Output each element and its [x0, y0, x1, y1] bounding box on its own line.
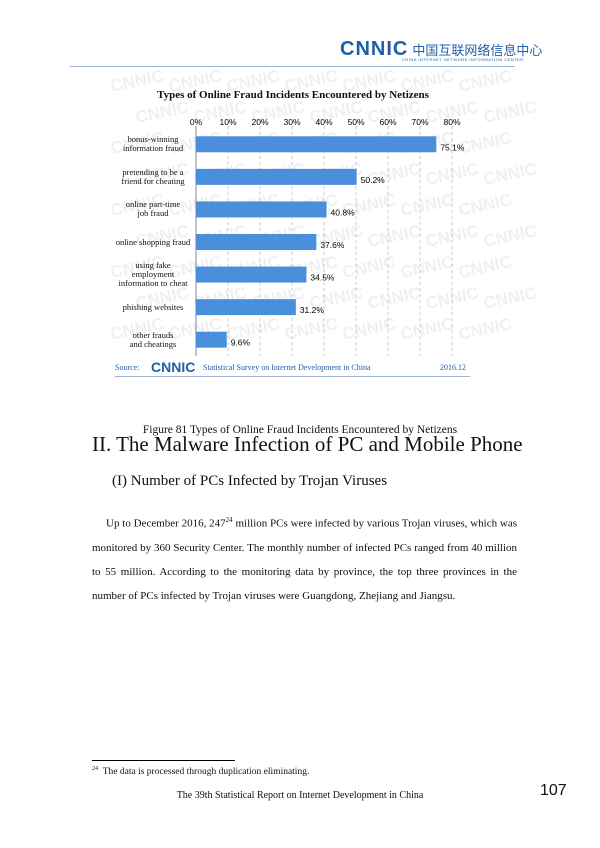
bar-value-label: 50.2% — [361, 175, 386, 185]
x-tick-label: 40% — [315, 117, 332, 127]
category-label: bonus-winning information fraud — [122, 134, 184, 154]
bar — [196, 136, 437, 153]
watermark-text: CNNIC — [366, 221, 423, 251]
chart-bottom-rule — [115, 376, 470, 377]
watermark-text: CNNIC — [457, 314, 514, 344]
category-label: pretending to be a friend for cheating — [121, 166, 185, 186]
cnnic-logo: CNNIC 中国互联网络信息中心 CHINA INTERNET NETWORK … — [340, 38, 590, 64]
chart-bars — [196, 136, 437, 348]
figure-caption: Figure 81 Types of Online Fraud Incident… — [142, 424, 458, 436]
paragraph-part2: million PCs were infected by various Tro… — [92, 517, 518, 602]
watermark-text: CNNIC — [482, 97, 539, 127]
watermark-text: CNNIC — [457, 128, 514, 158]
source-label: Source: — [115, 363, 140, 372]
category-label: phishing websites — [122, 301, 184, 312]
logo-text: CNNIC — [340, 38, 409, 60]
bar — [196, 234, 317, 250]
bar-value-label: 40.8% — [331, 207, 356, 217]
section-heading: II. The Malware Infection of PC and Mobi… — [92, 432, 523, 456]
watermark-text: CNNIC — [482, 221, 539, 251]
watermark-text: CNNIC — [399, 314, 456, 344]
watermark-text: CNNIC — [457, 252, 514, 282]
x-tick-label: 20% — [251, 117, 268, 127]
watermark-text: CNNIC — [399, 252, 456, 282]
chart-x-ticks: 0% 10% 20% 30% 40% 50% 60% 70% 80% — [190, 117, 461, 127]
paragraph-part1: Up to December 2016, 247 — [106, 517, 226, 530]
x-tick-label: 60% — [379, 117, 396, 127]
bar — [196, 299, 296, 316]
logo-chinese-text: 中国互联网络信息中心 — [412, 44, 543, 59]
footnote-mark: 24 — [92, 766, 98, 772]
watermark-text: CNNIC — [341, 252, 398, 282]
category-label: online part-time job fraud — [125, 199, 181, 219]
bar — [196, 266, 307, 283]
bar — [196, 168, 357, 185]
watermark-text: CNNIC — [134, 97, 191, 127]
chart-value-labels: 75.1% 50.2% 40.8% 37.6% 34.5% 31.2% 9.6% — [231, 142, 465, 347]
fraud-bar-chart: CNNIC CNNIC CNNIC CNNIC CNNIC CNNIC CNNICCNNIC… — [109, 66, 539, 356]
bar — [196, 331, 227, 348]
watermark-text: CNNIC — [482, 283, 539, 313]
category-label: online shopping fraud — [115, 236, 191, 247]
logo-subtitle: CHINA INTERNET NETWORK INFORMATION CENTE… — [402, 57, 524, 62]
bar-value-label: 75.1% — [440, 142, 465, 152]
watermark-text: CNNIC — [366, 283, 423, 313]
chart-source-row: Source: CNNIC Statistical Survey on Inte… — [115, 359, 470, 376]
watermark-text: CNNIC — [399, 190, 456, 220]
header-rule — [70, 66, 515, 67]
chart-title: Types of Online Fraud Incidents Encounte… — [157, 89, 429, 101]
source-text: Statistical Survey on Internet Developme… — [203, 363, 371, 372]
footnote-text: The data is processed through duplicatio… — [102, 767, 310, 778]
bar-value-label: 34.5% — [310, 273, 335, 283]
x-tick-label: 50% — [347, 117, 364, 127]
watermark-text: CNNIC — [482, 159, 539, 189]
watermark-text: CNNIC — [341, 314, 398, 344]
source-date: 2016.12 — [440, 363, 466, 372]
bar — [196, 201, 327, 218]
footnote-ref: 24 — [225, 516, 233, 524]
x-tick-label: 0% — [190, 117, 203, 127]
category-label: other frauds and cheatings — [129, 329, 177, 349]
x-tick-label: 30% — [283, 117, 300, 127]
x-tick-label: 10% — [219, 117, 236, 127]
x-tick-label: 70% — [411, 117, 428, 127]
x-tick-label: 80% — [443, 117, 460, 127]
body-paragraph: Up to December 2016, 24724 million PCs w… — [92, 508, 517, 608]
footnote-rule — [92, 760, 235, 761]
bar-value-label: 37.6% — [320, 240, 345, 250]
watermark-text: CNNIC — [457, 190, 514, 220]
subsection-heading: (I) Number of PCs Infected by Trojan Vir… — [112, 473, 388, 489]
page-number: 107 — [540, 782, 567, 799]
bar-value-label: 31.2% — [300, 305, 325, 315]
footnote: 24 The data is processed through duplica… — [92, 766, 309, 777]
footer-text: The 39th Statistical Report on Internet … — [176, 790, 424, 801]
bar-value-label: 9.6% — [231, 338, 251, 348]
category-label: using fake employment information to che… — [118, 260, 188, 289]
source-logo: CNNIC — [151, 359, 196, 375]
watermark-text: CNNIC — [283, 314, 340, 344]
